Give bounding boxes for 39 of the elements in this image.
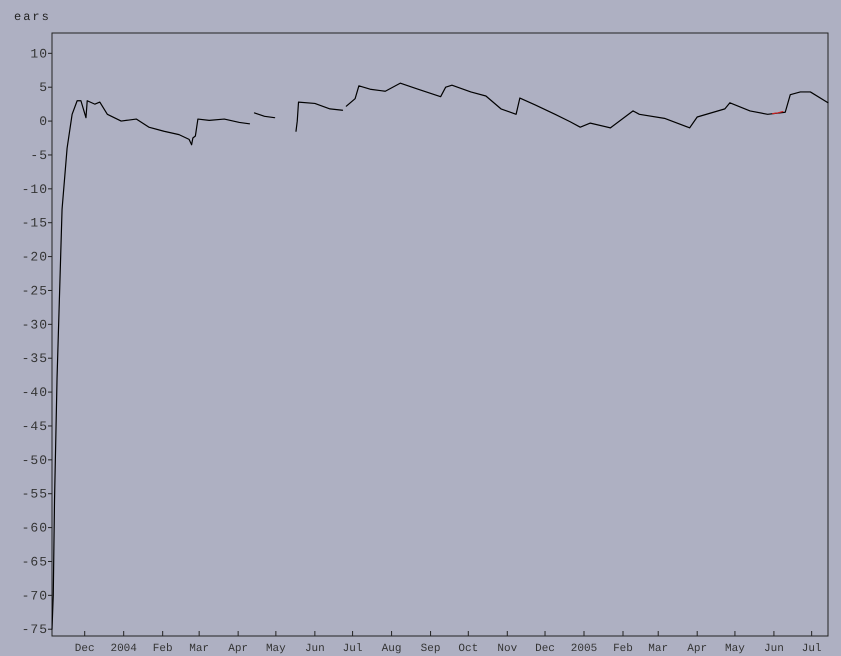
- y-tick-label: -40: [22, 385, 48, 400]
- y-axis-title: ears: [14, 10, 51, 24]
- y-tick-label: -45: [22, 418, 48, 434]
- x-tick-label: Mar: [648, 643, 668, 655]
- x-tick-label: Dec: [74, 643, 95, 655]
- y-tick-label: 5: [39, 80, 48, 96]
- x-tick-label: May: [725, 643, 746, 655]
- x-tick-label: Jun: [304, 643, 325, 655]
- x-tick-label: Feb: [152, 643, 173, 655]
- x-tick-label: 2005: [570, 643, 598, 655]
- x-tick-label: Jul: [342, 643, 362, 655]
- x-tick-label: Feb: [613, 643, 633, 655]
- x-tick-label: May: [266, 643, 286, 655]
- x-tick-label: Sep: [420, 643, 440, 655]
- x-tick-label: Jul: [802, 643, 822, 655]
- x-tick-label: Apr: [228, 643, 248, 655]
- y-tick-label: -50: [22, 452, 48, 468]
- y-tick-label: -15: [22, 216, 48, 231]
- y-tick-label: -35: [22, 351, 48, 366]
- y-tick-label: -55: [22, 486, 48, 502]
- y-tick-label: -20: [22, 250, 48, 265]
- x-tick-label: Jun: [764, 643, 784, 655]
- y-tick-label: -75: [22, 622, 48, 638]
- y-tick-label: -30: [22, 317, 48, 332]
- y-tick-label: -65: [22, 554, 48, 570]
- x-tick-label: 2004: [110, 643, 138, 655]
- y-tick-label: 10: [30, 46, 48, 62]
- y-tick-label: -25: [22, 283, 48, 298]
- y-tick-label: 0: [39, 114, 48, 130]
- y-tick-label: -10: [22, 182, 48, 197]
- x-tick-label: Aug: [382, 643, 402, 655]
- y-tick-label: -70: [22, 588, 48, 604]
- x-tick-label: Apr: [687, 643, 708, 655]
- x-tick-label: Oct: [458, 643, 478, 655]
- y-tick-label: -5: [30, 148, 48, 163]
- x-tick-label: Dec: [535, 643, 555, 655]
- x-tick-label: Nov: [497, 643, 518, 655]
- x-tick-label: Mar: [189, 643, 210, 655]
- y-tick-label: -60: [22, 520, 48, 536]
